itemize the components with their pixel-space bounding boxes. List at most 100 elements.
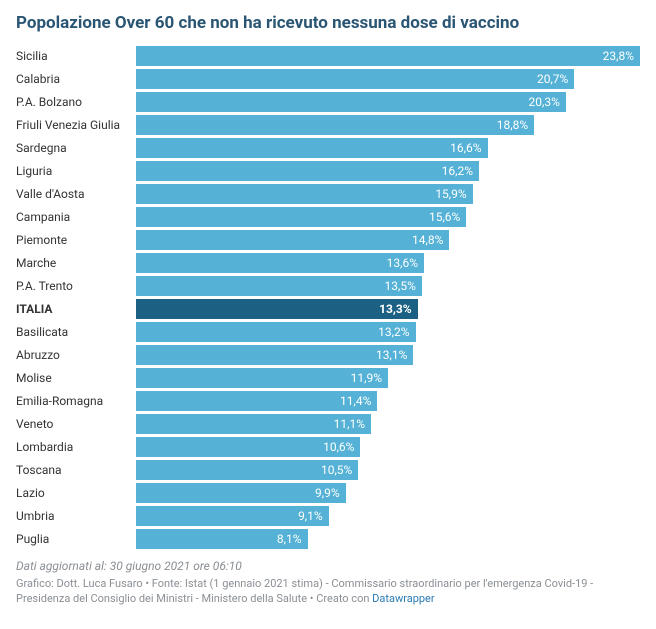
bar-value: 15,9% [435, 187, 466, 201]
bar: 20,3% [136, 92, 566, 112]
bar-row: P.A. Trento 13,5% [16, 276, 640, 296]
bar-label: Abruzzo [16, 348, 136, 362]
bar: 10,5% [136, 460, 358, 480]
bar-label: Campania [16, 210, 136, 224]
bar-row: Sicilia 23,8% [16, 46, 640, 66]
chart-footer: Dati aggiornati al: 30 giugno 2021 ore 0… [16, 559, 640, 607]
bar-label: Basilicata [16, 325, 136, 339]
bar-value: 11,4% [340, 394, 371, 408]
bar-row: ITALIA 13,3% [16, 299, 640, 319]
bar-track: 18,8% [136, 115, 640, 135]
bar-track: 20,3% [136, 92, 640, 112]
bar-track: 15,6% [136, 207, 640, 227]
bar-track: 16,6% [136, 138, 640, 158]
bar-track: 10,5% [136, 460, 640, 480]
bar: 15,6% [136, 207, 466, 227]
bar-track: 11,9% [136, 368, 640, 388]
bar-track: 9,9% [136, 483, 640, 503]
bar: 9,1% [136, 506, 329, 526]
bar-label: Puglia [16, 532, 136, 546]
bar-row: Liguria 16,2% [16, 161, 640, 181]
bar-label: Friuli Venezia Giulia [16, 118, 136, 132]
footer-credits: Grafico: Dott. Luca Fusaro • Fonte: Ista… [16, 577, 640, 607]
bar-label: Veneto [16, 417, 136, 431]
bar-value: 8,1% [277, 532, 302, 546]
bar-label: Sardegna [16, 141, 136, 155]
bar: 9,9% [136, 483, 346, 503]
bar: 13,6% [136, 253, 424, 273]
bar-value: 14,8% [412, 233, 443, 247]
bar: 11,9% [136, 368, 388, 388]
bar: 10,6% [136, 437, 360, 457]
bar-track: 11,1% [136, 414, 640, 434]
bar-track: 10,6% [136, 437, 640, 457]
bar-label: Emilia-Romagna [16, 394, 136, 408]
bar-row: Lazio9,9% [16, 483, 640, 503]
bar: 20,7% [136, 69, 574, 89]
bar-label: ITALIA [16, 302, 136, 316]
bar-row: Friuli Venezia Giulia 18,8% [16, 115, 640, 135]
bar: 11,1% [136, 414, 371, 434]
bar-label: Piemonte [16, 233, 136, 247]
bar-value: 18,8% [497, 118, 528, 132]
bar-value: 10,5% [321, 463, 352, 477]
bar-label: P.A. Trento [16, 279, 136, 293]
bar-row: Campania 15,6% [16, 207, 640, 227]
bar-row: Emilia-Romagna 11,4% [16, 391, 640, 411]
bar-value: 9,1% [298, 509, 323, 523]
bar-label: Lombardia [16, 440, 136, 454]
bar-row: Basilicata 13,2% [16, 322, 640, 342]
footer-credits-link[interactable]: Datawrapper [372, 592, 434, 605]
bar-row: Calabria 20,7% [16, 69, 640, 89]
bar: 13,5% [136, 276, 422, 296]
bar-value: 13,1% [376, 348, 407, 362]
bar: 23,8% [136, 46, 640, 66]
bar: 16,6% [136, 138, 488, 158]
bar-value: 20,7% [537, 72, 568, 86]
bar-value: 11,1% [334, 417, 365, 431]
bar-value: 23,8% [603, 49, 634, 63]
bar-value: 13,5% [384, 279, 415, 293]
bar-value: 15,6% [429, 210, 460, 224]
footer-date: Dati aggiornati al: 30 giugno 2021 ore 0… [16, 559, 640, 573]
bar-label: Toscana [16, 463, 136, 477]
bar-value: 13,3% [379, 302, 411, 316]
bar-label: Valle d'Aosta [16, 187, 136, 201]
bar-row: Veneto 11,1% [16, 414, 640, 434]
bar-row: Toscana 10,5% [16, 460, 640, 480]
bar-row: Puglia 8,1% [16, 529, 640, 549]
bar-label: Molise [16, 371, 136, 385]
bar: 13,3% [136, 299, 418, 319]
bar-row: Piemonte 14,8% [16, 230, 640, 250]
bar-value: 16,2% [442, 164, 473, 178]
bar-label: Calabria [16, 72, 136, 86]
bar-row: Sardegna 16,6% [16, 138, 640, 158]
bar-track: 14,8% [136, 230, 640, 250]
bar-row: Marche 13,6% [16, 253, 640, 273]
bar: 15,9% [136, 184, 473, 204]
bar-row: Valle d'Aosta 15,9% [16, 184, 640, 204]
bar-label: Marche [16, 256, 136, 270]
bar-track: 13,6% [136, 253, 640, 273]
bar-label: P.A. Bolzano [16, 95, 136, 109]
bar-row: Lombardia10,6% [16, 437, 640, 457]
bar-row: P.A. Bolzano20,3% [16, 92, 640, 112]
bar: 13,1% [136, 345, 413, 365]
bar: 14,8% [136, 230, 449, 250]
bar-track: 16,2% [136, 161, 640, 181]
bar-track: 13,3% [136, 299, 640, 319]
bar-track: 13,2% [136, 322, 640, 342]
bar-track: 13,1% [136, 345, 640, 365]
bar: 8,1% [136, 529, 308, 549]
bar-label: Umbria [16, 509, 136, 523]
bar-track: 13,5% [136, 276, 640, 296]
bar-value: 16,6% [450, 141, 481, 155]
bar-value: 13,6% [387, 256, 418, 270]
bar-row: Abruzzo 13,1% [16, 345, 640, 365]
bar-value: 11,9% [351, 371, 382, 385]
bar-label: Liguria [16, 164, 136, 178]
bar-chart: Sicilia 23,8% Calabria 20,7% P.A. Bolzano20,… [16, 46, 640, 549]
bar-value: 13,2% [378, 325, 409, 339]
bar-label: Sicilia [16, 49, 136, 63]
chart-title: Popolazione Over 60 che non ha ricevuto … [16, 12, 640, 34]
